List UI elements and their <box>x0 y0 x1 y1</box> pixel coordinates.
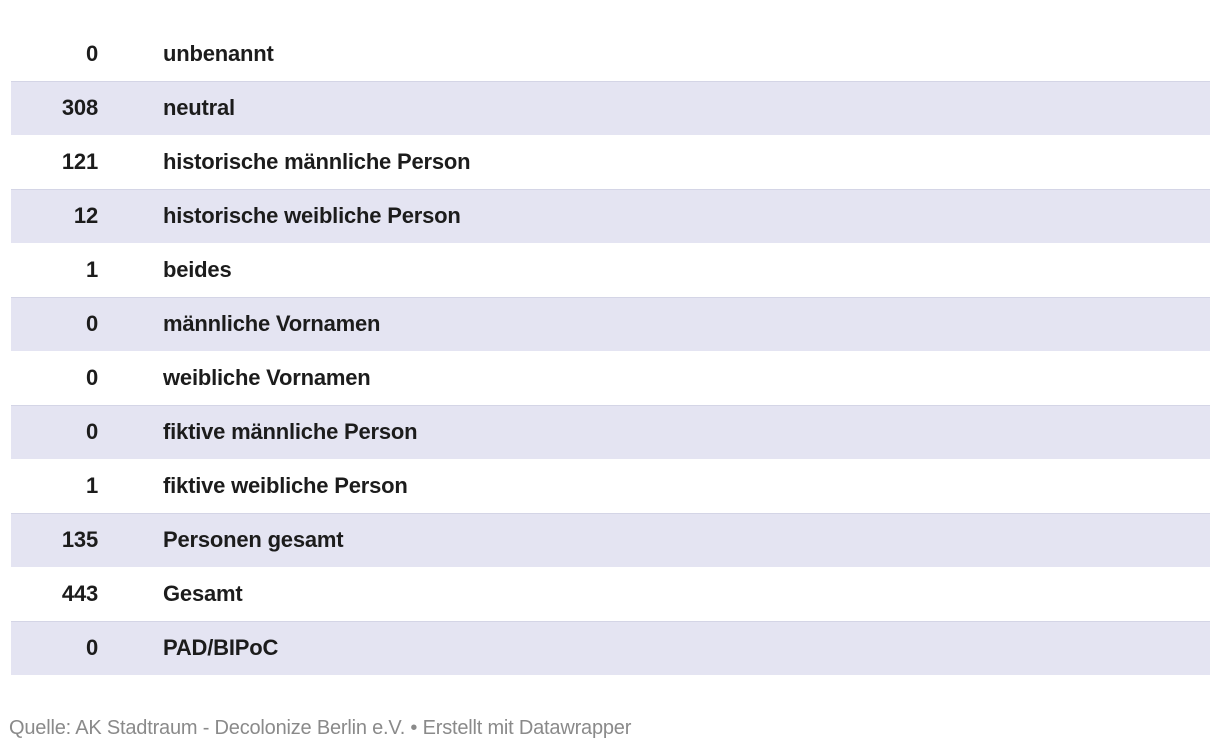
row-label: PAD/BIPoC <box>163 635 279 660</box>
row-value: 0 <box>85 41 98 66</box>
data-table: 0 unbenannt 308 neutral 121 historische männl… <box>11 27 1210 675</box>
table-row: 12 historische weibliche Person <box>11 189 1210 243</box>
table-row: 0 PAD/BIPoC <box>11 621 1210 675</box>
row-label: unbenannt <box>163 41 274 66</box>
row-label: fiktive männliche Person <box>163 419 418 444</box>
row-value: 0 <box>85 419 98 444</box>
chart-footer: Quelle: AK Stadtraum - Decolonize Berlin… <box>9 717 631 740</box>
table-row: 443 Gesamt <box>11 567 1210 621</box>
row-label: beides <box>163 257 232 282</box>
table-row: 0 fiktive männliche Person <box>11 405 1210 459</box>
source-text: AK Stadtraum - Decolonize Berlin e.V. <box>75 717 406 739</box>
table-row: 0 männliche Vornamen <box>11 297 1210 351</box>
row-value: 1 <box>85 473 98 498</box>
table-row: 135 Personen gesamt <box>11 513 1210 567</box>
table-row: 0 unbenannt <box>11 27 1210 81</box>
row-value: 0 <box>85 635 98 660</box>
table-row: 1 beides <box>11 243 1210 297</box>
row-label: historische weibliche Person <box>163 203 461 228</box>
row-value: 443 <box>61 581 98 606</box>
row-value: 308 <box>61 95 98 120</box>
row-label: männliche Vornamen <box>163 311 381 336</box>
row-label: fiktive weibliche Person <box>163 473 408 498</box>
footer-separator: • <box>410 717 418 739</box>
row-value: 0 <box>85 365 98 390</box>
row-value: 0 <box>85 311 98 336</box>
table-row: 1 fiktive weibliche Person <box>11 459 1210 513</box>
row-label: Personen gesamt <box>163 527 344 552</box>
row-value: 1 <box>85 257 98 282</box>
row-label: neutral <box>163 95 235 120</box>
table-row: 308 neutral <box>11 81 1210 135</box>
datawrapper-credit-link[interactable]: Erstellt mit Datawrapper <box>422 717 632 739</box>
row-label: weibliche Vornamen <box>163 365 371 390</box>
row-value: 135 <box>61 527 98 552</box>
row-label: historische männliche Person <box>163 149 471 174</box>
source-label: Quelle: <box>9 717 71 739</box>
table-row: 121 historische männliche Person <box>11 135 1210 189</box>
row-value: 12 <box>73 203 98 228</box>
row-value: 121 <box>61 149 98 174</box>
table-row: 0 weibliche Vornamen <box>11 351 1210 405</box>
row-label: Gesamt <box>163 581 243 606</box>
